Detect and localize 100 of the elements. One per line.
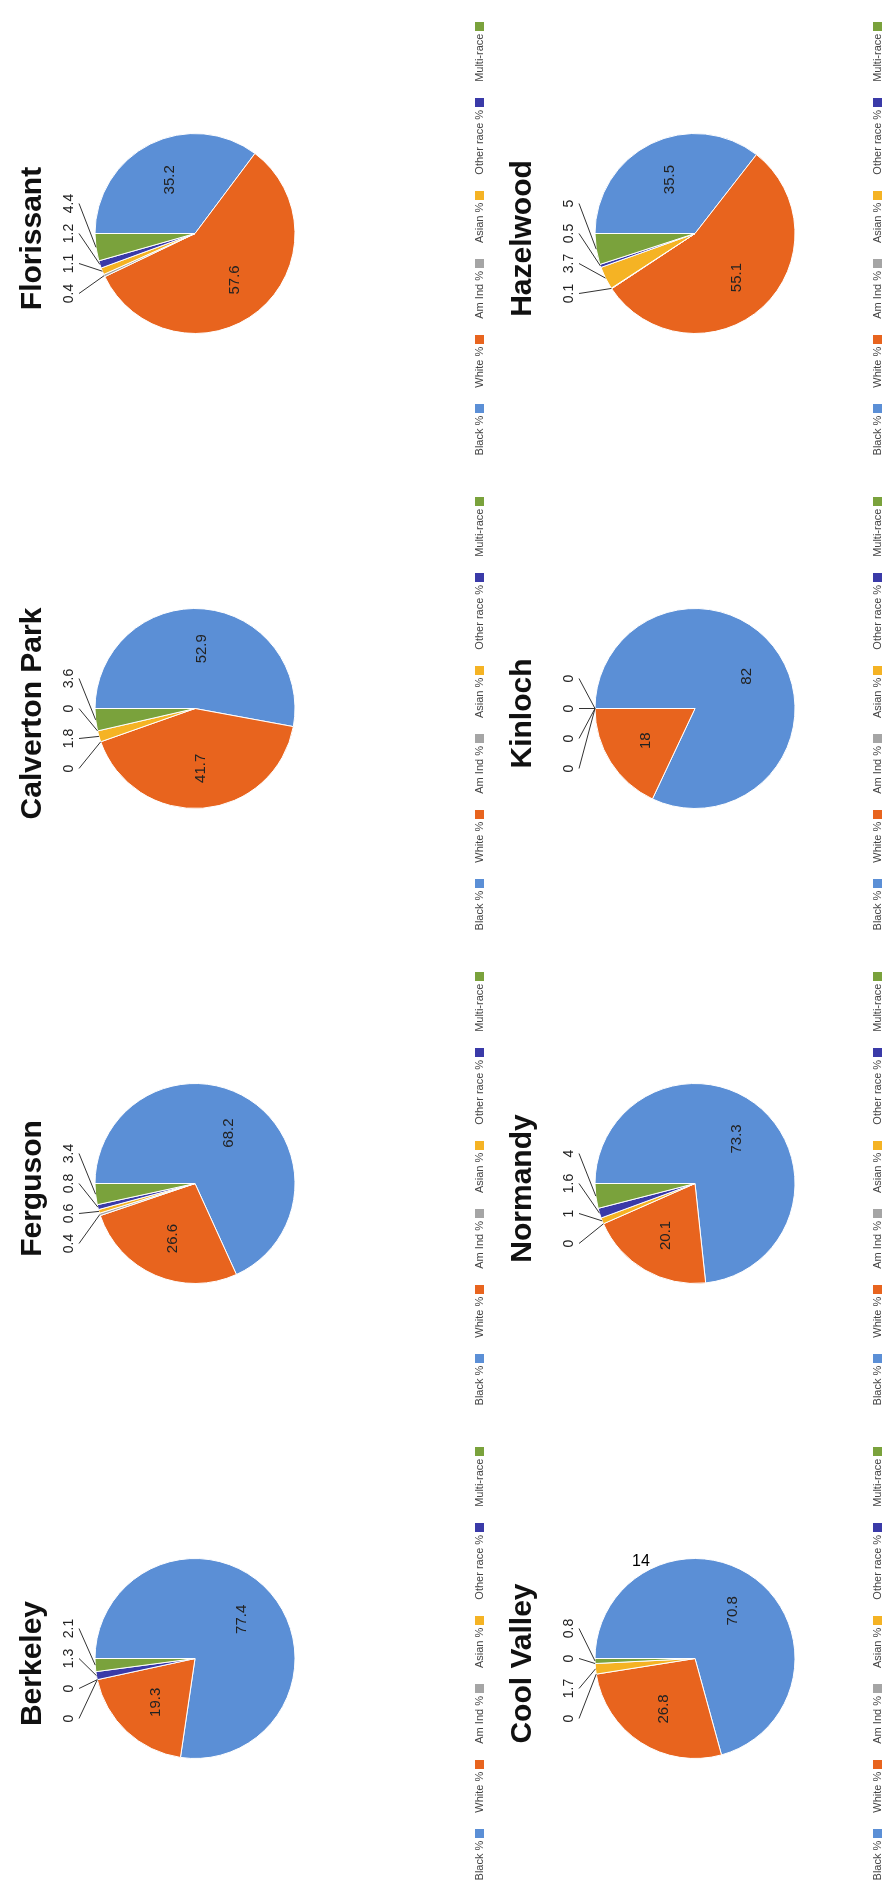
legend-label: White % (473, 821, 485, 863)
legend-label: Asian % (473, 1627, 485, 1669)
text: 0 (560, 1239, 576, 1248)
data-label: 68.2 (218, 1118, 236, 1148)
legend-label: Multi-race (871, 33, 883, 82)
legend-label: Multi-race (871, 1458, 883, 1507)
legend-label: Multi-race (473, 508, 485, 557)
data-label: 0.6 (60, 1203, 76, 1224)
data-label: 3.7 (560, 253, 576, 274)
legend-label: Am Ind % (871, 746, 883, 794)
text: Berkeley (14, 1599, 48, 1729)
legend-label: Multi-race (473, 1458, 485, 1507)
legend-label: Black % (473, 890, 485, 931)
data-label: 26.8 (653, 1694, 671, 1724)
legend-label: Black % (473, 1365, 485, 1406)
text: Kinloch (504, 657, 538, 771)
data-label: 0.1 (560, 283, 576, 304)
data-label: 18 (635, 732, 653, 749)
legend-label: Other race % (871, 1059, 883, 1125)
data-label: 1.6 (560, 1173, 576, 1194)
text: Ferguson (14, 1119, 48, 1259)
legend-label: Other race % (871, 109, 883, 175)
data-label: 0.8 (560, 1618, 576, 1639)
data-label: 0.8 (60, 1173, 76, 1194)
legend-label: Am Ind % (473, 746, 485, 794)
legend-label: White % (473, 1771, 485, 1813)
data-label: 35.5 (660, 164, 678, 195)
data-label: 3.4 (60, 1143, 76, 1164)
text: Florissant (14, 165, 48, 313)
legend-label: Black % (473, 415, 485, 456)
data-label: 52.9 (191, 634, 209, 664)
legend-label: Asian % (871, 202, 883, 244)
text: 0 (560, 734, 576, 743)
legend-label: Other race % (473, 1534, 485, 1600)
text: 0 (60, 704, 76, 713)
legend-label: Other race % (871, 1534, 883, 1600)
text: Normandy (504, 1113, 538, 1265)
legend-label: Multi-race (871, 983, 883, 1032)
data-label: 1.2 (60, 223, 76, 244)
data-label: 20.1 (656, 1220, 674, 1251)
text: 14 (632, 1552, 650, 1570)
legend-label: Am Ind % (871, 271, 883, 319)
legend-label: Multi-race (473, 983, 485, 1032)
data-label: 57.6 (224, 265, 242, 295)
legend-label: Multi-race (473, 33, 485, 82)
text: 0 (560, 1654, 576, 1663)
legend-label: Other race % (473, 109, 485, 175)
data-label: 4.4 (60, 193, 76, 214)
data-label: 82 (737, 668, 755, 685)
data-label: 3.6 (60, 668, 76, 689)
data-label: 26.6 (162, 1223, 180, 1254)
data-label: 77.4 (231, 1604, 249, 1634)
legend-label: Other race % (473, 584, 485, 650)
data-label: 19.3 (145, 1687, 163, 1717)
legend-label: Asian % (871, 1627, 883, 1669)
data-label: 0.4 (60, 283, 76, 304)
legend-label: Asian % (871, 677, 883, 719)
data-label: 0.5 (560, 223, 576, 244)
text: 0 (60, 1684, 76, 1693)
data-label: 0.4 (60, 1233, 76, 1254)
legend-label: Am Ind % (871, 1221, 883, 1269)
legend-label: Asian % (473, 202, 485, 244)
data-label: 41.7 (191, 753, 209, 783)
legend-label: Other race % (473, 1059, 485, 1125)
data-label: 55.1 (727, 262, 745, 293)
text: Cool Valley (504, 1582, 538, 1746)
legend-label: White % (473, 1296, 485, 1338)
text: Calverton Park (14, 606, 48, 822)
text: 0 (60, 1714, 76, 1723)
data-label: 1.7 (560, 1678, 576, 1699)
legend-label: Multi-race (871, 508, 883, 557)
legend-label: Black % (871, 415, 883, 456)
data-label: 1 (560, 1209, 576, 1218)
legend-label: White % (871, 1296, 883, 1338)
data-label: 35.2 (159, 165, 177, 195)
text: 0 (560, 704, 576, 713)
legend-label: White % (871, 1771, 883, 1813)
legend-label: Black % (871, 1840, 883, 1881)
legend-label: White % (871, 821, 883, 863)
text: 0 (560, 674, 576, 683)
text: Hazelwood (504, 159, 538, 319)
legend-label: Am Ind % (473, 271, 485, 319)
text: 0 (560, 1714, 576, 1723)
legend-label: Black % (871, 890, 883, 931)
legend-label: Black % (473, 1840, 485, 1881)
legend-label: White % (473, 346, 485, 388)
data-label: 70.8 (722, 1596, 740, 1626)
legend-label: Am Ind % (473, 1696, 485, 1744)
legend-label: Asian % (473, 677, 485, 719)
legend-label: Asian % (473, 1152, 485, 1194)
legend-label: White % (871, 346, 883, 388)
legend-label: Am Ind % (871, 1696, 883, 1744)
text: 0 (60, 764, 76, 773)
data-label: 1.1 (60, 253, 76, 274)
data-label: 4 (560, 1149, 576, 1158)
data-label: 1.8 (60, 728, 76, 749)
data-label: 73.3 (726, 1124, 744, 1154)
data-label: 1.3 (60, 1648, 76, 1669)
text: 0 (560, 764, 576, 773)
legend-label: Am Ind % (473, 1221, 485, 1269)
